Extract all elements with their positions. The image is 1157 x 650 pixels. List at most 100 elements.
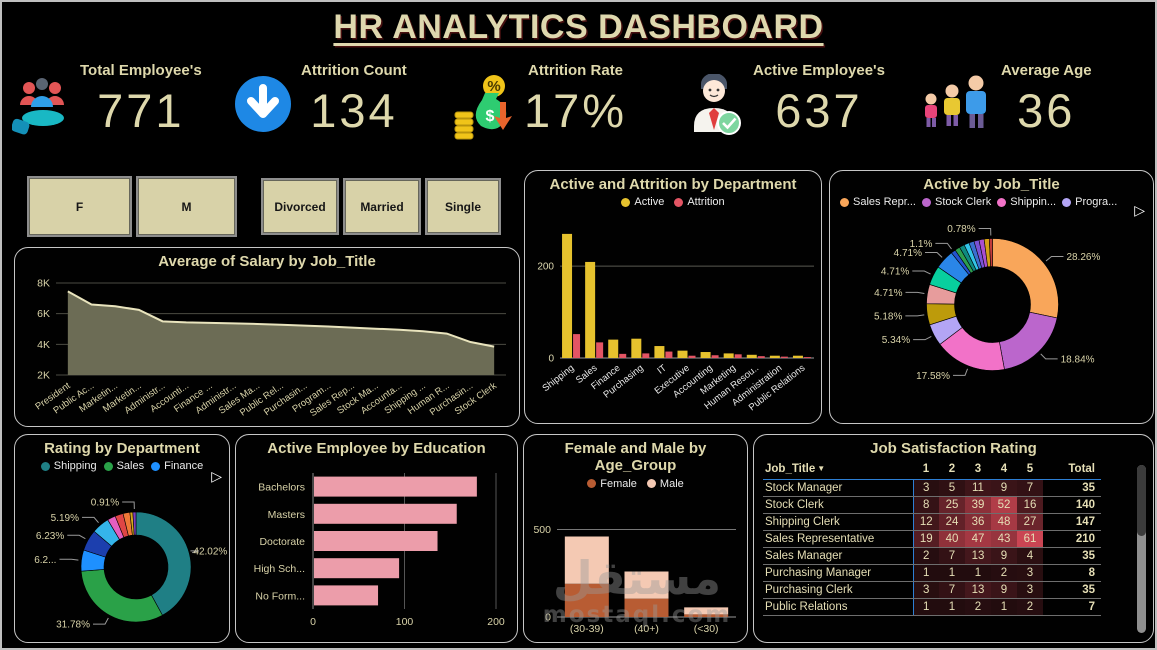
table-header[interactable]: 2 bbox=[939, 460, 965, 480]
legend-item[interactable]: Shippin... bbox=[997, 196, 1056, 208]
table-cell-rating: 39 bbox=[965, 496, 991, 514]
svg-text:%: % bbox=[487, 78, 500, 95]
table-row[interactable]: Shipping Clerk 12 24 36 48 27 147 bbox=[763, 513, 1101, 531]
education-bar-chart[interactable]: 0 100 200 Bachelors Masters Doctorate High Sch… bbox=[237, 463, 516, 641]
kpi-label: Attrition Count bbox=[301, 62, 407, 79]
table-header[interactable]: 3 bbox=[965, 460, 991, 480]
legend-item[interactable]: Male bbox=[646, 477, 684, 490]
table-header[interactable]: 1 bbox=[913, 460, 939, 480]
table-scrollbar[interactable] bbox=[1137, 465, 1146, 633]
legend-label: Female bbox=[600, 477, 637, 490]
legend-item[interactable]: Active bbox=[621, 196, 664, 208]
table-cell-rating: 9 bbox=[991, 581, 1017, 599]
table-cell-total: 35 bbox=[1043, 581, 1101, 599]
legend-label: Shipping bbox=[53, 460, 97, 473]
satisfaction-table-panel[interactable]: Job Satisfaction Rating Job_Title ▼ 1 2 3 4 5 T… bbox=[753, 434, 1154, 643]
svg-text:17.58%: 17.58% bbox=[916, 371, 950, 382]
jobtitle-donut-panel[interactable]: Active by Job_Title Sales Repr... Stock C… bbox=[829, 170, 1154, 424]
legend-dot bbox=[40, 461, 50, 471]
legend-dot bbox=[674, 197, 684, 207]
down-arrow-circle-icon bbox=[235, 76, 291, 132]
legend-label: Active bbox=[634, 196, 665, 209]
table-cell-rating: 24 bbox=[939, 513, 965, 531]
table-row[interactable]: Purchasing Clerk 3 7 13 9 3 35 bbox=[763, 581, 1101, 599]
legend-next-arrow[interactable]: ▷ bbox=[211, 468, 222, 484]
rating-donut-title: Rating by Department bbox=[44, 440, 200, 457]
table-row[interactable]: Stock Manager 3 5 11 9 7 35 bbox=[763, 479, 1101, 497]
svg-text:6.23%: 6.23% bbox=[36, 531, 64, 542]
page-title: HR ANALYTICS DASHBOARD bbox=[333, 8, 824, 46]
age-group-stacked-chart[interactable]: 0 500 (30-39) (40+) (<30) bbox=[525, 497, 746, 641]
legend-dot bbox=[621, 197, 631, 207]
svg-text:0.78%: 0.78% bbox=[947, 224, 975, 235]
svg-text:8K: 8K bbox=[37, 278, 50, 290]
legend-item[interactable]: Progra... bbox=[1062, 196, 1117, 208]
scrollbar-thumb[interactable] bbox=[1137, 465, 1146, 536]
salary-chart-panel[interactable]: Average of Salary by Job_Title 2K 4K 6K 8K P… bbox=[14, 247, 520, 427]
table-row[interactable]: Stock Clerk 8 25 39 52 16 140 bbox=[763, 496, 1101, 514]
rating-donut-chart[interactable]: 42.02% 31.78% 6.2... 6.23% 5.19% 0.91% bbox=[16, 481, 228, 641]
age-group-chart-panel[interactable]: Female and Male by Age_Group Female Male … bbox=[523, 434, 748, 643]
table-row[interactable]: Purchasing Manager 1 1 1 2 3 8 bbox=[763, 564, 1101, 582]
legend-item[interactable]: Stock Clerk bbox=[921, 196, 991, 208]
legend-item[interactable]: Female bbox=[587, 478, 637, 490]
employee-check-icon bbox=[694, 74, 741, 135]
table-cell-jobtitle: Sales Manager bbox=[763, 547, 913, 565]
svg-text:$: $ bbox=[486, 108, 495, 125]
legend-item[interactable]: Sales Repr... bbox=[840, 196, 916, 208]
filter-married-button[interactable]: Married bbox=[343, 178, 421, 235]
table-header[interactable]: Job_Title ▼ bbox=[763, 460, 913, 480]
legend-dot bbox=[151, 461, 161, 471]
kpi-value: 134 bbox=[310, 84, 398, 137]
legend-dot bbox=[997, 197, 1007, 207]
department-chart-panel[interactable]: Active and Attrition by Department Activ… bbox=[524, 170, 822, 424]
legend-item[interactable]: Sales bbox=[103, 460, 144, 472]
table-header[interactable]: Total bbox=[1043, 460, 1101, 480]
table-cell-rating: 13 bbox=[965, 547, 991, 565]
table-header[interactable]: 5 bbox=[1017, 460, 1043, 480]
svg-text:31.78%: 31.78% bbox=[56, 620, 90, 631]
satisfaction-rating-table: Job_Title ▼ 1 2 3 4 5 Total Stock Manager 3 5 11 9 7 3… bbox=[763, 460, 1101, 616]
education-chart-panel[interactable]: Active Employee by Education 0 100 200 Bach… bbox=[235, 434, 518, 643]
table-row[interactable]: Public Relations 1 1 2 1 2 7 bbox=[763, 598, 1101, 616]
table-header[interactable]: 4 bbox=[991, 460, 1017, 480]
department-bar-chart[interactable]: 0 200 Shipping Sales Finance Purchasing IT Exec… bbox=[526, 219, 820, 422]
legend-label: Progra... bbox=[1075, 196, 1118, 209]
kpi-label: Total Employee's bbox=[80, 62, 202, 79]
table-cell-rating: 48 bbox=[991, 513, 1017, 531]
filter-divorced-button[interactable]: Divorced bbox=[261, 178, 339, 235]
table-cell-rating: 1 bbox=[939, 598, 965, 616]
money-attrition-icon: % $ bbox=[454, 75, 512, 140]
svg-text:0: 0 bbox=[548, 354, 554, 365]
table-cell-rating: 3 bbox=[912, 581, 939, 599]
table-cell-rating: 43 bbox=[991, 530, 1017, 548]
legend-item[interactable]: Attrition bbox=[674, 196, 725, 208]
table-cell-jobtitle: Stock Manager bbox=[763, 479, 913, 497]
table-cell-total: 7 bbox=[1043, 598, 1101, 616]
filter-single-button[interactable]: Single bbox=[425, 178, 501, 235]
filter-female-button[interactable]: F bbox=[27, 176, 132, 237]
gender-slicer: F M bbox=[27, 176, 237, 237]
filter-male-button[interactable]: M bbox=[136, 176, 237, 237]
table-cell-rating: 7 bbox=[939, 547, 965, 565]
legend-dot bbox=[103, 461, 113, 471]
jobtitle-donut-chart[interactable]: 28.26% 18.84% 17.58% 5.34% 5.18% 4.71% 4.71% 4.… bbox=[831, 219, 1152, 422]
legend-item[interactable]: Shipping bbox=[40, 460, 97, 473]
svg-text:100: 100 bbox=[396, 616, 414, 628]
rating-donut-panel[interactable]: Rating by Department Shipping Sales Financ… bbox=[14, 434, 230, 643]
kpi-value: 771 bbox=[97, 84, 185, 137]
svg-text:(<30): (<30) bbox=[694, 623, 719, 635]
table-row[interactable]: Sales Manager 2 7 13 9 4 35 bbox=[763, 547, 1101, 565]
kpi-active-employees: Active Employee's 637 bbox=[683, 58, 885, 138]
svg-text:42.02%: 42.02% bbox=[193, 546, 227, 557]
legend-item[interactable]: Finance bbox=[151, 460, 203, 472]
svg-text:5.19%: 5.19% bbox=[51, 513, 79, 524]
table-row[interactable]: Sales Representative 19 40 47 43 61 210 bbox=[763, 530, 1101, 548]
jobtitle-donut-legend: Sales Repr... Stock Clerk Shippin... Progra… bbox=[830, 196, 1153, 208]
svg-text:18.84%: 18.84% bbox=[1061, 354, 1095, 365]
legend-next-arrow[interactable]: ▷ bbox=[1134, 202, 1145, 218]
kpi-value: 637 bbox=[775, 84, 863, 137]
svg-text:Doctorate: Doctorate bbox=[259, 536, 305, 548]
legend-label: Male bbox=[659, 477, 684, 490]
salary-area-chart[interactable]: 2K 4K 6K 8K President Public Ac... Marketin...… bbox=[16, 275, 518, 425]
